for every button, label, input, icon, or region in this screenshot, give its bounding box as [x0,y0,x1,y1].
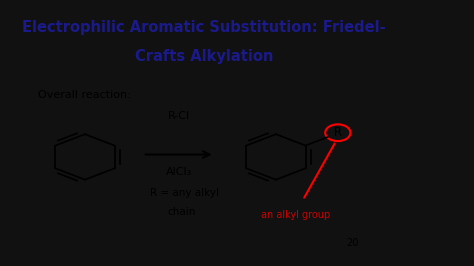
Text: Crafts Alkylation: Crafts Alkylation [135,49,273,64]
Text: Overall reaction:: Overall reaction: [38,90,131,100]
Text: R: R [334,126,342,139]
Text: Electrophilic Aromatic Substitution: Friedel-: Electrophilic Aromatic Substitution: Fri… [22,20,386,35]
Text: R-Cl: R-Cl [167,111,190,121]
Text: 20: 20 [346,238,359,248]
Text: an alkyl group: an alkyl group [261,210,330,220]
Text: AlCl₃: AlCl₃ [165,167,191,177]
Text: R = any alkyl: R = any alkyl [150,188,219,198]
Text: chain: chain [168,207,196,217]
